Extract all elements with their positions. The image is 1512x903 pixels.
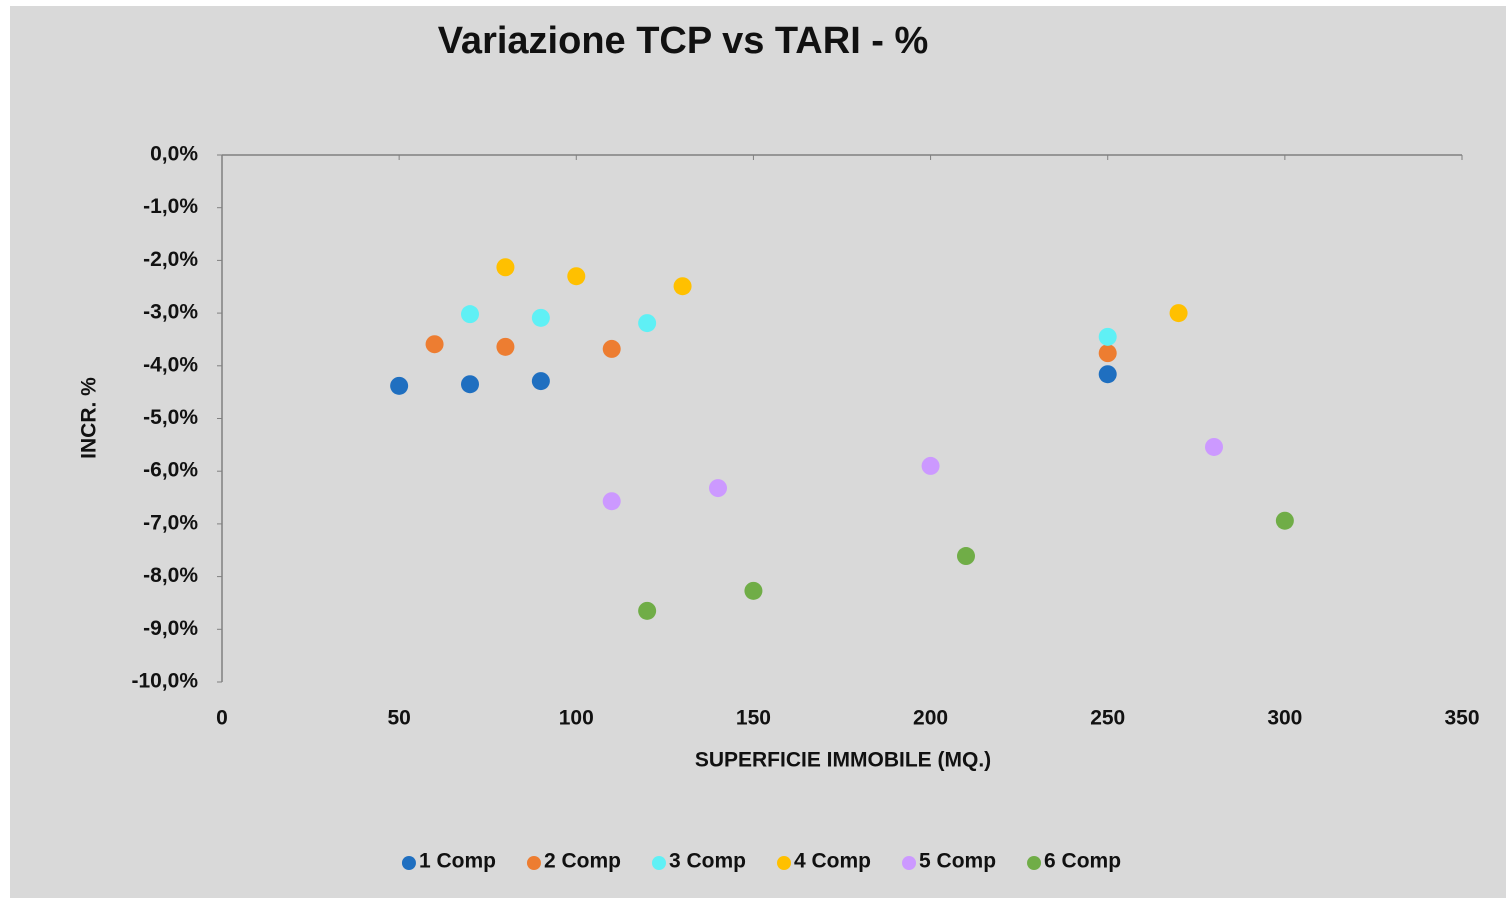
point	[602, 492, 621, 511]
y-axis-label: INCR. %	[78, 377, 101, 459]
y-tick-label: -6,0%	[143, 459, 198, 482]
x-tick-label: 250	[1090, 707, 1125, 730]
x-tick-label: 300	[1267, 707, 1302, 730]
x-tick-label: 0	[216, 707, 228, 730]
chart-title: Variazione TCP vs TARI - %	[438, 20, 929, 62]
legend-label: 4 Comp	[794, 850, 871, 873]
point	[638, 601, 657, 620]
legend-swatch	[902, 856, 917, 870]
point	[673, 277, 692, 296]
point	[638, 314, 657, 333]
point	[1098, 327, 1117, 346]
point	[1169, 304, 1188, 323]
point	[1205, 437, 1223, 456]
point	[425, 335, 444, 354]
x-tick-label: 350	[1444, 707, 1479, 730]
point	[1275, 511, 1294, 530]
point	[531, 372, 550, 391]
legend-label: 6 Comp	[1044, 850, 1121, 873]
legend-label: 2 Comp	[544, 850, 621, 873]
point	[921, 456, 940, 475]
point	[1098, 365, 1117, 384]
point	[390, 376, 409, 395]
y-tick-label: -5,0%	[143, 406, 198, 429]
legend-swatch	[651, 856, 666, 870]
y-tick-label: -10,0%	[131, 670, 198, 693]
point	[709, 479, 727, 498]
legend-label: 5 Comp	[919, 850, 996, 873]
legend-label: 1 Comp	[419, 850, 496, 873]
point	[461, 375, 479, 394]
x-tick-label: 50	[387, 707, 410, 730]
y-tick-label: -2,0%	[143, 248, 198, 271]
y-tick-label: 0,0%	[150, 143, 198, 166]
point	[567, 267, 586, 286]
point	[1098, 344, 1117, 363]
point	[496, 258, 515, 277]
y-tick-label: -4,0%	[143, 353, 198, 376]
legend-swatch	[777, 856, 791, 870]
point	[957, 547, 975, 566]
x-tick-label: 200	[913, 707, 948, 730]
legend-label: 3 Comp	[669, 850, 746, 873]
legend-swatch	[526, 856, 541, 870]
y-tick-label: -9,0%	[143, 617, 198, 640]
y-tick-label: -7,0%	[143, 511, 198, 534]
y-tick-label: -3,0%	[143, 301, 198, 324]
x-tick-label: 150	[736, 707, 771, 730]
y-tick-label: -1,0%	[143, 195, 198, 218]
point	[744, 581, 763, 600]
legend-swatch	[1027, 856, 1042, 870]
y-tick-label: -8,0%	[143, 564, 198, 587]
legend-swatch	[401, 856, 416, 870]
point	[496, 337, 515, 356]
point	[461, 305, 479, 324]
point	[602, 339, 621, 358]
x-axis-label: SUPERFICIE IMMOBILE (MQ.)	[695, 749, 991, 772]
point	[531, 308, 550, 327]
x-tick-label: 100	[559, 707, 594, 730]
